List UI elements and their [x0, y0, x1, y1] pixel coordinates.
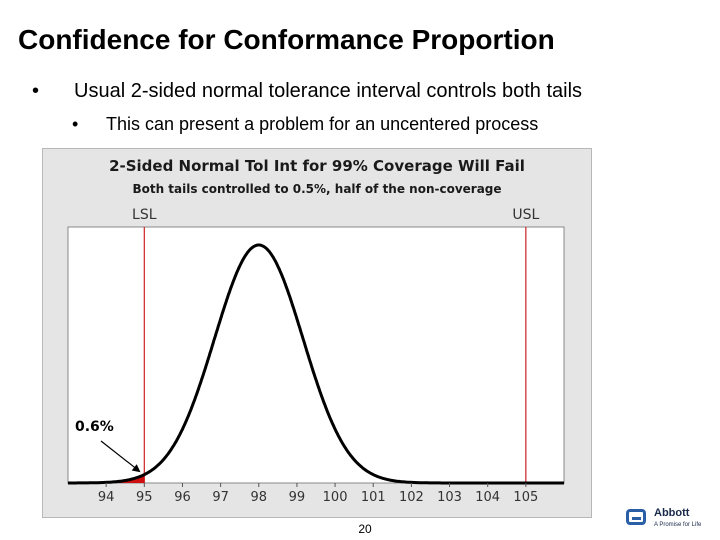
distribution-chart: 2-Sided Normal Tol Int for 99% Coverage … — [67, 157, 565, 505]
x-tick-label: 95 — [136, 490, 153, 505]
x-tick-label: 97 — [212, 490, 229, 505]
x-tick-label: 104 — [475, 490, 500, 505]
x-tick-label: 100 — [323, 490, 348, 505]
logo-name: Abbott — [654, 507, 690, 519]
logo-tagline: A Promise for Life — [654, 522, 702, 528]
x-tick-label: 101 — [361, 490, 386, 505]
reference-label-lsl: LSL — [132, 207, 157, 223]
annotation-arrow — [100, 440, 135, 468]
x-tick-label: 96 — [174, 490, 191, 505]
chart-frame: 2-Sided Normal Tol Int for 99% Coverage … — [42, 148, 592, 518]
chart-subtitle: Both tails controlled to 0.5%, half of t… — [132, 182, 501, 196]
abbott-logo-icon — [626, 509, 646, 525]
sub-bullet-item: • This can present a problem for an unce… — [72, 114, 538, 135]
plot-area — [67, 226, 565, 484]
reference-label-usl: USL — [512, 207, 539, 223]
x-tick-label: 105 — [513, 490, 538, 505]
x-tick-label: 102 — [399, 490, 424, 505]
bullet-item: • Usual 2-sided normal tolerance interva… — [32, 80, 582, 103]
x-tick-label: 103 — [437, 490, 462, 505]
x-axis-ticks: 94 95 96 97 98 99 100 101 102 103 104 105 — [98, 483, 538, 505]
reference-lines: LSL USL — [132, 207, 540, 483]
bullet-marker: • — [72, 114, 79, 134]
annotation-arrowhead — [131, 464, 141, 473]
bullet-text: This can present a problem for an uncent… — [106, 114, 539, 134]
tail-annotation-label: 0.6% — [75, 419, 114, 435]
abbott-logo: Abbott A Promise for Life — [626, 505, 716, 535]
slide-title: Confidence for Conformance Proportion — [18, 24, 555, 55]
x-tick-label: 94 — [98, 490, 115, 505]
chart-title: 2-Sided Normal Tol Int for 99% Coverage … — [109, 157, 525, 175]
bullet-text: Usual 2-sided normal tolerance interval … — [74, 80, 583, 102]
page-number: 20 — [358, 522, 372, 536]
x-tick-label: 99 — [289, 490, 306, 505]
x-tick-label: 98 — [250, 490, 267, 505]
bullet-marker: • — [32, 80, 40, 102]
density-curve — [68, 243, 564, 485]
